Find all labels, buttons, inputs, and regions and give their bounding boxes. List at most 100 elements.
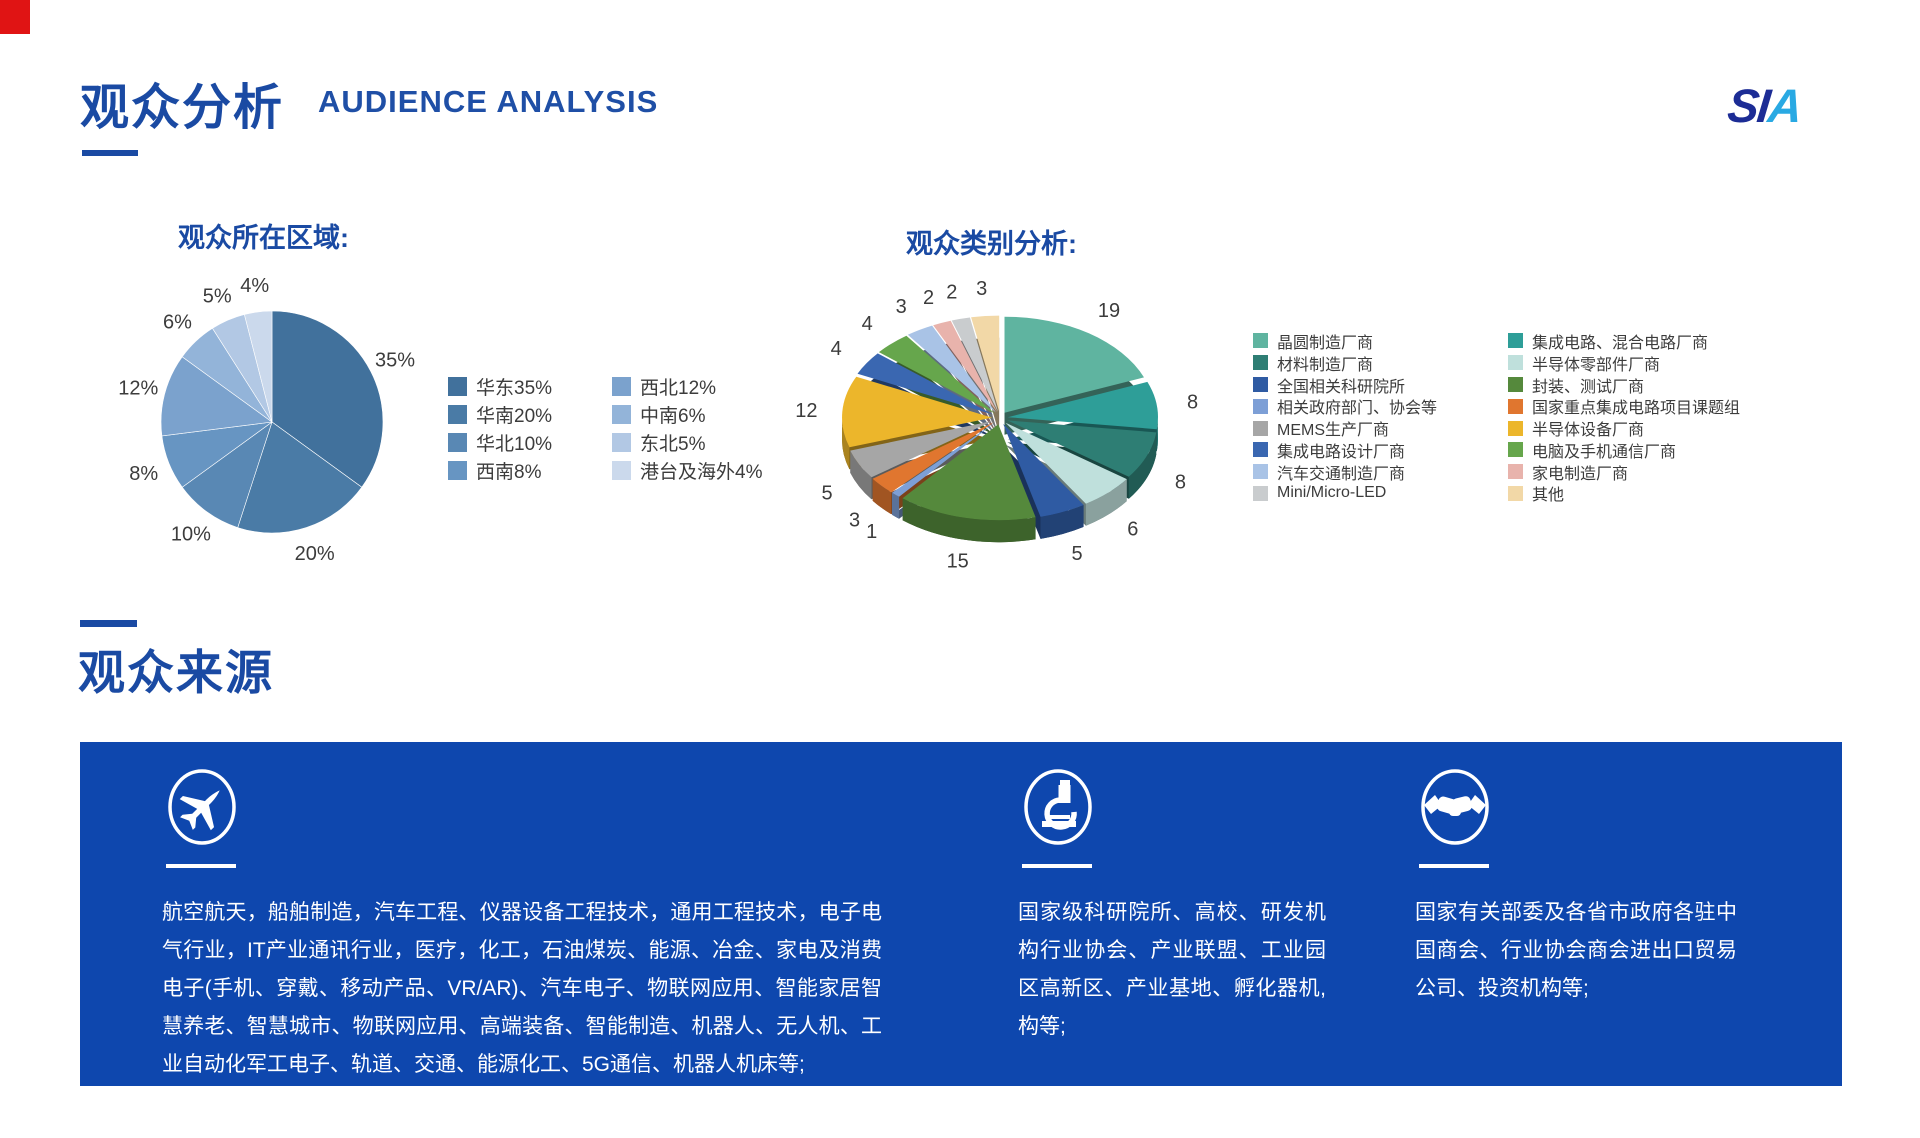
legend-swatch <box>1508 333 1523 349</box>
pie-slice-材料制造厂商 <box>1007 420 1157 477</box>
icon-underline <box>1419 864 1489 868</box>
pie-label: 4% <box>240 275 269 297</box>
legend-label: 华南20% <box>476 405 553 427</box>
airplane-icon <box>168 769 236 845</box>
source-text-industry: 航空航天，船舶制造，汽车工程、仪器设备工程技术，通用工程技术，电子电气行业，IT… <box>162 901 882 1076</box>
handshake-icon <box>1421 769 1489 845</box>
legend-swatch <box>1508 398 1523 414</box>
legend-label: 集成电路、混合电路厂商 <box>1532 334 1709 352</box>
legend-label: Mini/Micro-LED <box>1277 484 1387 502</box>
pie-label: 8 <box>1175 471 1186 493</box>
legend-label: MEMS生产厂商 <box>1277 422 1390 440</box>
legend-swatch <box>448 460 467 480</box>
pie-label: 12% <box>118 378 158 400</box>
legend-swatch <box>1253 442 1268 458</box>
legend-column: 集成电路、混合电路厂商 半导体零部件厂商 封装、测试厂商 国家重点集成电路项目课题组半… <box>1508 330 1740 504</box>
pie-slice-华东 <box>271 310 384 488</box>
legend-item: 港台及海外4% <box>612 456 762 484</box>
legend-item: 晶圆制造厂商 <box>1253 330 1437 352</box>
legend-item: 半导体设备厂商 <box>1508 417 1740 439</box>
legend-item: 集成电路设计厂商 <box>1253 439 1437 461</box>
legend-label: 半导体零部件厂商 <box>1532 356 1661 374</box>
legend-item: 中南6% <box>612 400 762 428</box>
legend-swatch <box>448 376 467 396</box>
pie-slice-国家重点集成电路项目课题组 <box>872 422 994 493</box>
legend-column: 西北12% 中南6% 东北5% 港台及海外4% <box>612 372 762 484</box>
legend-item: 东北5% <box>612 428 762 456</box>
pie-label: 3 <box>849 510 860 532</box>
legend-swatch <box>612 376 631 396</box>
region-chart-title: 观众所在区域: <box>178 223 349 253</box>
source-column-government: 国家有关部委及各省市政府各驻中国商会、行业协会商会进出口贸易公司、投资机构等; <box>1415 766 1737 1008</box>
region-pie-chart: 35% 20% 10% 8% 12% 6% 5% 4% <box>118 275 415 565</box>
pie-label: 8% <box>129 463 158 485</box>
pie-slice-side <box>842 417 850 470</box>
legend-item: 汽车交通制造厂商 <box>1253 461 1437 483</box>
legend-item: 西北12% <box>612 372 762 400</box>
pie-slice-半导体设备厂商 <box>842 376 992 448</box>
legend-label: 半导体设备厂商 <box>1532 422 1645 440</box>
pie-slice-side <box>850 450 872 500</box>
legend-item: 华东35% <box>448 372 552 400</box>
pie-slice-封装、测试厂商 <box>902 424 1036 521</box>
legend-item: 华南20% <box>448 400 552 428</box>
pie-slice-集成电路、混合电路厂商 <box>1007 381 1158 430</box>
pie-label: 15 <box>947 551 969 573</box>
legend-item: 国家重点集成电路项目课题组 <box>1508 395 1740 417</box>
legend-swatch <box>448 432 467 452</box>
icon-underline <box>1022 864 1092 868</box>
pie-slice-集成电路设计厂商 <box>857 353 994 415</box>
pie-slice-相关政府部门、协会等 <box>892 422 995 497</box>
legend-swatch <box>1253 355 1268 371</box>
pie-slice-港台及海外 <box>244 310 273 423</box>
legend-label: 港台及海外4% <box>640 461 763 483</box>
legend-item: Mini/Micro-LED <box>1253 483 1437 505</box>
corner-mark <box>0 0 30 34</box>
legend-item: 相关政府部门、协会等 <box>1253 395 1437 417</box>
pie-label: 20% <box>295 543 335 565</box>
legend-swatch <box>1253 398 1268 414</box>
legend-label: 其他 <box>1532 487 1565 505</box>
pie-slice-华南 <box>237 421 363 534</box>
sia-logo: SIA <box>1725 78 1803 133</box>
pie-slice-半导体零部件厂商 <box>1005 422 1127 504</box>
pie-label: 5% <box>203 285 232 307</box>
legend-label: 家电制造厂商 <box>1532 465 1629 483</box>
legend-label: 国家重点集成电路项目课题组 <box>1532 400 1741 418</box>
legend-item: 集成电路、混合电路厂商 <box>1508 330 1740 352</box>
legend-column: 华东35% 华南20% 华北10% 西南8% <box>448 372 552 484</box>
legend-swatch <box>1508 485 1523 501</box>
legend-label: 西南8% <box>476 461 542 483</box>
pie-label: 3 <box>896 296 907 318</box>
legend-column: 晶圆制造厂商 材料制造厂商 全国相关科研院所 相关政府部门、协会等 MEMS生产厂商 集成… <box>1253 330 1437 504</box>
pie-slice-side <box>1040 504 1084 539</box>
pie-slice-MEMS生产厂商 <box>850 420 993 478</box>
legend-swatch <box>1253 376 1268 392</box>
pie-label: 4 <box>831 338 842 360</box>
pie-slice-side <box>902 498 1036 543</box>
pie-slice-西北 <box>160 356 273 437</box>
pie-label: 10% <box>171 524 211 546</box>
pie-slice-side <box>1128 432 1157 499</box>
pie-label: 12 <box>795 400 817 422</box>
source-title-dash <box>80 620 137 627</box>
source-column-industry: 航空航天，船舶制造，汽车工程、仪器设备工程技术，通用工程技术，电子电气行业，IT… <box>162 766 882 1084</box>
legend-swatch <box>612 432 631 452</box>
legend-item: 其他 <box>1508 483 1740 505</box>
legend-swatch <box>612 404 631 424</box>
legend-label: 电脑及手机通信厂商 <box>1532 443 1677 461</box>
legend-label: 晶圆制造厂商 <box>1277 334 1374 352</box>
legend-label: 东北5% <box>640 433 706 455</box>
microscope-icon <box>1024 769 1092 845</box>
legend-item: 材料制造厂商 <box>1253 352 1437 374</box>
pie-slice-晶圆制造厂商 <box>1004 316 1144 413</box>
legend-swatch <box>612 460 631 480</box>
legend-swatch <box>1253 485 1268 501</box>
legend-item: 华北10% <box>448 428 552 456</box>
pie-label: 8 <box>1187 392 1198 414</box>
legend-swatch <box>1253 420 1268 436</box>
pie-slice-电脑及手机通信厂商 <box>878 335 995 414</box>
legend-swatch <box>1508 355 1523 371</box>
pie-slice-其他 <box>971 315 1000 412</box>
legend-swatch <box>448 404 467 424</box>
